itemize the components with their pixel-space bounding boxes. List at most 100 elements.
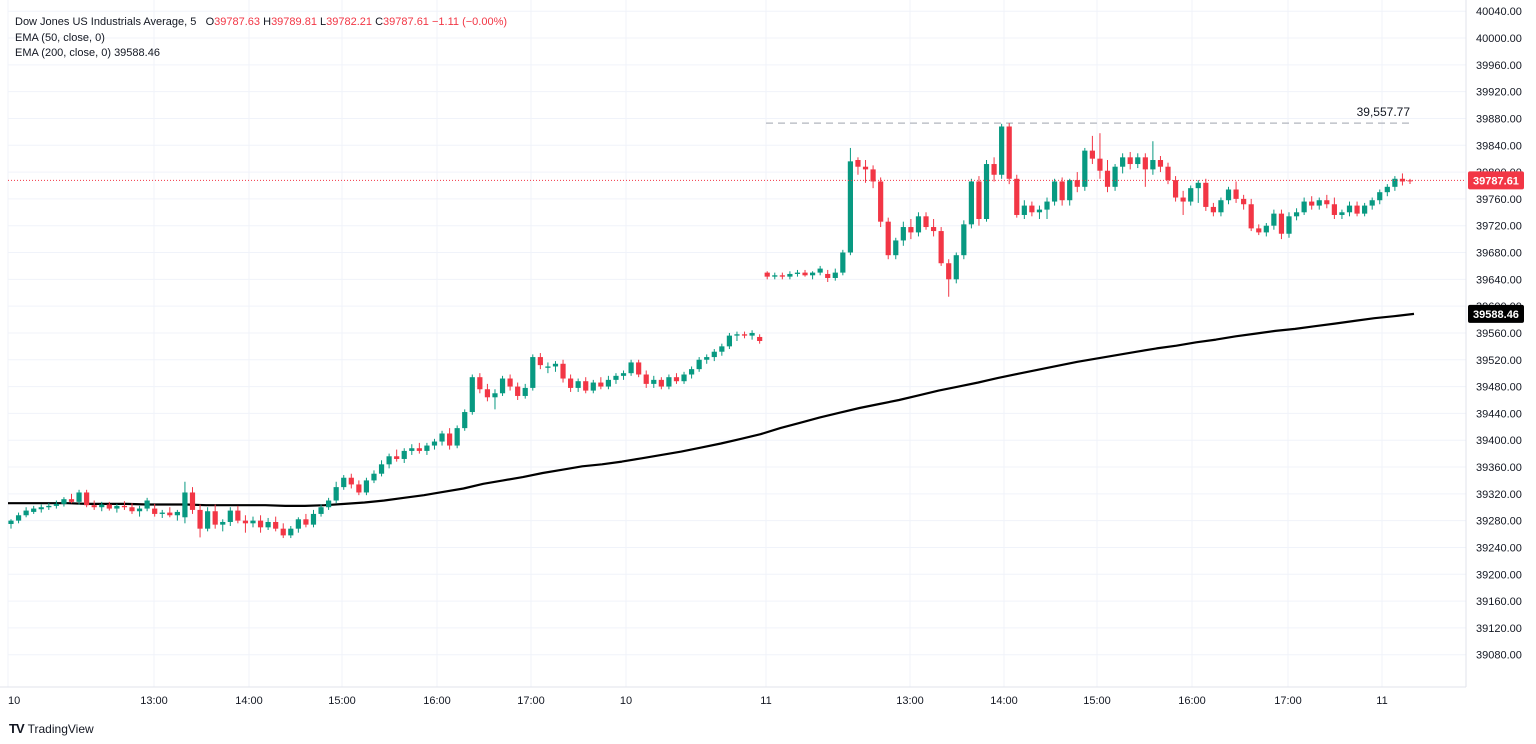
candle <box>1150 141 1156 175</box>
candle <box>976 176 982 226</box>
candle-body <box>1074 180 1080 187</box>
candle-body <box>416 448 422 451</box>
candle-body <box>462 412 468 429</box>
candle-body <box>1210 206 1216 213</box>
price-tick-label: 39520.00 <box>1476 355 1522 367</box>
candle <box>1120 153 1126 174</box>
candle <box>205 507 211 532</box>
time-tick-label: 14:00 <box>235 695 263 707</box>
candle <box>144 497 150 512</box>
candle-body <box>1248 204 1254 229</box>
candle-body <box>1021 205 1027 215</box>
candle-body <box>288 528 294 536</box>
candle <box>439 430 445 446</box>
candle-body <box>356 484 362 493</box>
legend-ema200: EMA (200, close, 0) <box>15 47 111 59</box>
candle-body <box>1006 126 1012 179</box>
candle-body <box>1150 160 1156 170</box>
candle-body <box>129 507 135 512</box>
candle <box>840 249 846 276</box>
ema200-path <box>8 312 1415 507</box>
candle <box>825 269 831 283</box>
candle <box>1278 209 1285 240</box>
price-tick-label: 39680.00 <box>1476 248 1522 260</box>
candle-body <box>469 377 475 413</box>
candle-body <box>76 492 82 502</box>
legend-ema200-row[interactable]: EMA (200, close, 0) 39588.46 <box>15 46 507 62</box>
candle-body <box>371 473 377 481</box>
candle <box>628 359 634 376</box>
legend-ema50: EMA (50, close, 0) <box>15 31 105 44</box>
candle <box>1135 153 1141 169</box>
candle <box>8 519 14 529</box>
candle <box>386 453 392 469</box>
candle-body <box>1097 158 1103 171</box>
candle-body <box>741 334 748 336</box>
candle-body <box>840 252 846 273</box>
candle-body <box>893 240 899 256</box>
candle <box>76 489 82 505</box>
candle <box>99 501 105 512</box>
candle <box>719 343 725 356</box>
candle <box>1195 180 1201 203</box>
candle <box>1339 209 1345 219</box>
candle-body <box>1233 189 1239 199</box>
candle-body <box>1180 197 1186 202</box>
candle-body <box>220 521 226 525</box>
candle-body <box>167 512 173 516</box>
price-tick-label: 39120.00 <box>1476 623 1522 635</box>
candle <box>1286 212 1292 238</box>
candle <box>1392 176 1398 191</box>
candle-body <box>1362 205 1368 214</box>
candle <box>363 477 370 496</box>
candle-body <box>273 521 279 529</box>
candle-body <box>159 512 165 514</box>
legend-ema50-row[interactable]: EMA (50, close, 0) <box>15 31 507 47</box>
candle-body <box>613 375 619 380</box>
candle <box>333 481 339 504</box>
candle-body <box>1104 170 1111 187</box>
candle-body <box>484 389 491 398</box>
tradingview-brand[interactable]: TV TradingView <box>9 721 94 736</box>
candle <box>749 330 755 340</box>
candle-body <box>1142 157 1148 170</box>
candle-body <box>651 379 657 384</box>
candle <box>394 449 400 462</box>
candle-body <box>280 528 286 536</box>
candle <box>356 480 362 496</box>
time-axis[interactable]: 10 13:00 14:00 15:00 16:00 17:00 10 11 13:00 14:0… <box>8 695 1388 707</box>
candle <box>431 438 438 450</box>
candle-body <box>333 487 339 501</box>
candle <box>809 271 816 280</box>
candle <box>666 374 672 390</box>
candle-body <box>938 231 944 264</box>
time-tick-label: 14:00 <box>990 695 1018 707</box>
candle-body <box>688 369 695 375</box>
candle <box>560 359 566 383</box>
candle-body <box>575 381 581 388</box>
candle <box>522 383 528 399</box>
candle <box>1029 201 1035 217</box>
candle <box>1354 201 1360 217</box>
candle-body <box>1218 200 1224 213</box>
candle <box>832 268 838 281</box>
candle <box>280 523 286 539</box>
legend-low: 39782.21 <box>326 16 373 28</box>
candle-body <box>114 505 120 509</box>
legend-close-label: C <box>375 16 384 28</box>
candle-body <box>303 519 309 525</box>
candle-body <box>1369 200 1375 206</box>
candle <box>295 517 301 533</box>
candle-body <box>673 377 680 382</box>
candle <box>326 497 332 510</box>
price-tick-label: 39280.00 <box>1476 516 1522 528</box>
candle <box>1309 196 1315 210</box>
candle-body <box>568 378 574 388</box>
candle-body <box>1157 160 1164 167</box>
candle <box>1165 162 1171 185</box>
candle-body <box>197 509 203 529</box>
candle <box>878 177 884 228</box>
candle <box>908 218 914 240</box>
candle-body <box>605 379 612 387</box>
